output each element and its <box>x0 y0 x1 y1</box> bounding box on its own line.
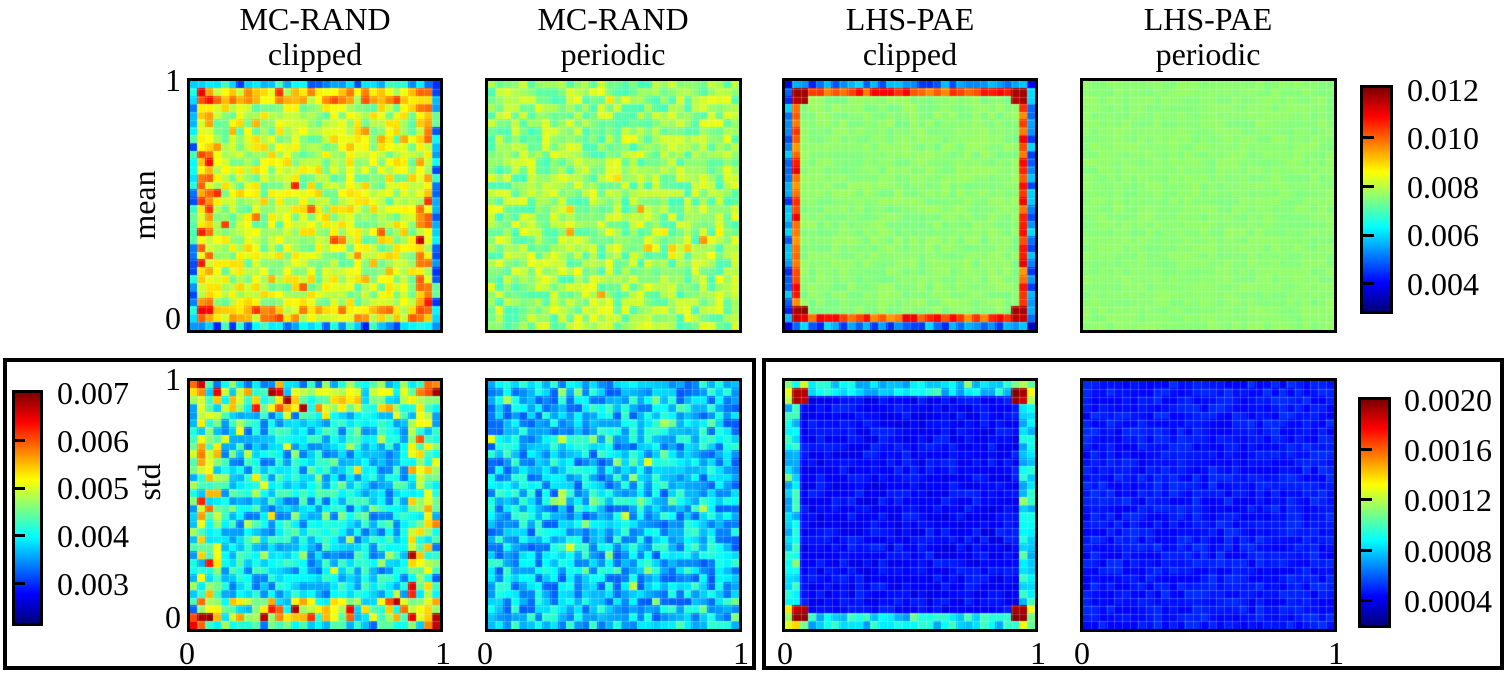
title-line: LHS-PAE <box>845 1 975 37</box>
colorbar-tick-label: 0.008 <box>1407 169 1479 205</box>
title-line: clipped <box>267 36 363 72</box>
colorbar-std-mc <box>12 390 43 626</box>
row-label-mean: mean <box>126 170 162 240</box>
x-tick-label-min: 0 <box>777 635 793 671</box>
y-tick-label-min: 0 <box>165 599 181 635</box>
heatmap-mean-mc-rand-clipped <box>187 78 443 333</box>
colorbar-mean <box>1360 85 1393 314</box>
x-tick-label-min: 0 <box>1074 635 1090 671</box>
colorbar-tick <box>1363 282 1374 285</box>
colorbar-tick <box>1361 498 1372 501</box>
panel-title-mc-rand-clipped: MC-RAND clipped <box>187 2 443 72</box>
colorbar-tick-label: 0.010 <box>1407 120 1479 156</box>
colorbar-tick-label: 0.006 <box>57 423 129 459</box>
y-tick-label-max: 1 <box>165 361 181 397</box>
colorbar-tick-label: 0.003 <box>57 566 129 602</box>
colorbar-tick-label: 0.006 <box>1407 217 1479 253</box>
x-tick-label-max: 1 <box>733 635 749 671</box>
colorbar-tick <box>1361 448 1372 451</box>
title-line: LHS-PAE <box>1143 1 1273 37</box>
colorbar-tick-label: 0.004 <box>1407 266 1479 302</box>
title-line: clipped <box>862 36 958 72</box>
colorbar-tick-label: 0.005 <box>57 470 129 506</box>
colorbar-tick-label: 0.004 <box>57 518 129 554</box>
title-line: MC-RAND <box>537 1 689 37</box>
y-tick-label-min: 0 <box>165 300 181 336</box>
heatmap-std-lhs-pae-periodic <box>1080 378 1337 632</box>
colorbar-tick-label: 0.0016 <box>1404 432 1492 468</box>
heatmap-std-lhs-pae-clipped <box>782 378 1038 632</box>
y-tick-label-max: 1 <box>165 62 181 98</box>
row-label-std: std <box>131 463 167 501</box>
colorbar-tick <box>15 439 25 442</box>
colorbar-tick-label: 0.0020 <box>1404 382 1492 418</box>
panel-title-lhs-pae-clipped: LHS-PAE clipped <box>782 2 1038 72</box>
heatmap-std-mc-rand-clipped <box>187 378 443 632</box>
heatmap-mean-lhs-pae-periodic <box>1080 78 1337 333</box>
std-lhs-group-box <box>762 358 1504 670</box>
colorbar-tick <box>1361 549 1372 552</box>
x-tick-label-max: 1 <box>1328 635 1344 671</box>
heatmap-mean-lhs-pae-clipped <box>782 78 1038 333</box>
std-mc-group-box <box>3 358 756 670</box>
title-line: periodic <box>1155 36 1261 72</box>
x-tick-label-max: 1 <box>435 635 451 671</box>
colorbar-tick-label: 0.012 <box>1407 72 1479 108</box>
colorbar-tick <box>15 534 25 537</box>
heatmap-std-mc-rand-periodic <box>485 378 742 632</box>
colorbar-tick <box>1363 136 1374 139</box>
colorbar-tick <box>1363 234 1374 237</box>
colorbar-std-lhs <box>1358 397 1391 628</box>
x-tick-label-min: 0 <box>179 635 195 671</box>
panel-title-lhs-pae-periodic: LHS-PAE periodic <box>1080 2 1336 72</box>
colorbar-tick <box>1361 599 1372 602</box>
colorbar-tick-label: 0.007 <box>57 375 129 411</box>
x-tick-label-max: 1 <box>1030 635 1046 671</box>
title-line: MC-RAND <box>239 1 391 37</box>
colorbar-tick <box>15 487 25 490</box>
title-line: periodic <box>560 36 666 72</box>
colorbar-tick <box>15 582 25 585</box>
colorbar-tick-label: 0.0008 <box>1404 533 1492 569</box>
x-tick-label-min: 0 <box>477 635 493 671</box>
colorbar-tick-label: 0.0004 <box>1404 583 1492 619</box>
colorbar-tick-label: 0.0012 <box>1404 482 1492 518</box>
heatmap-mean-mc-rand-periodic <box>485 78 742 333</box>
colorbar-tick <box>1363 185 1374 188</box>
panel-title-mc-rand-periodic: MC-RAND periodic <box>485 2 741 72</box>
